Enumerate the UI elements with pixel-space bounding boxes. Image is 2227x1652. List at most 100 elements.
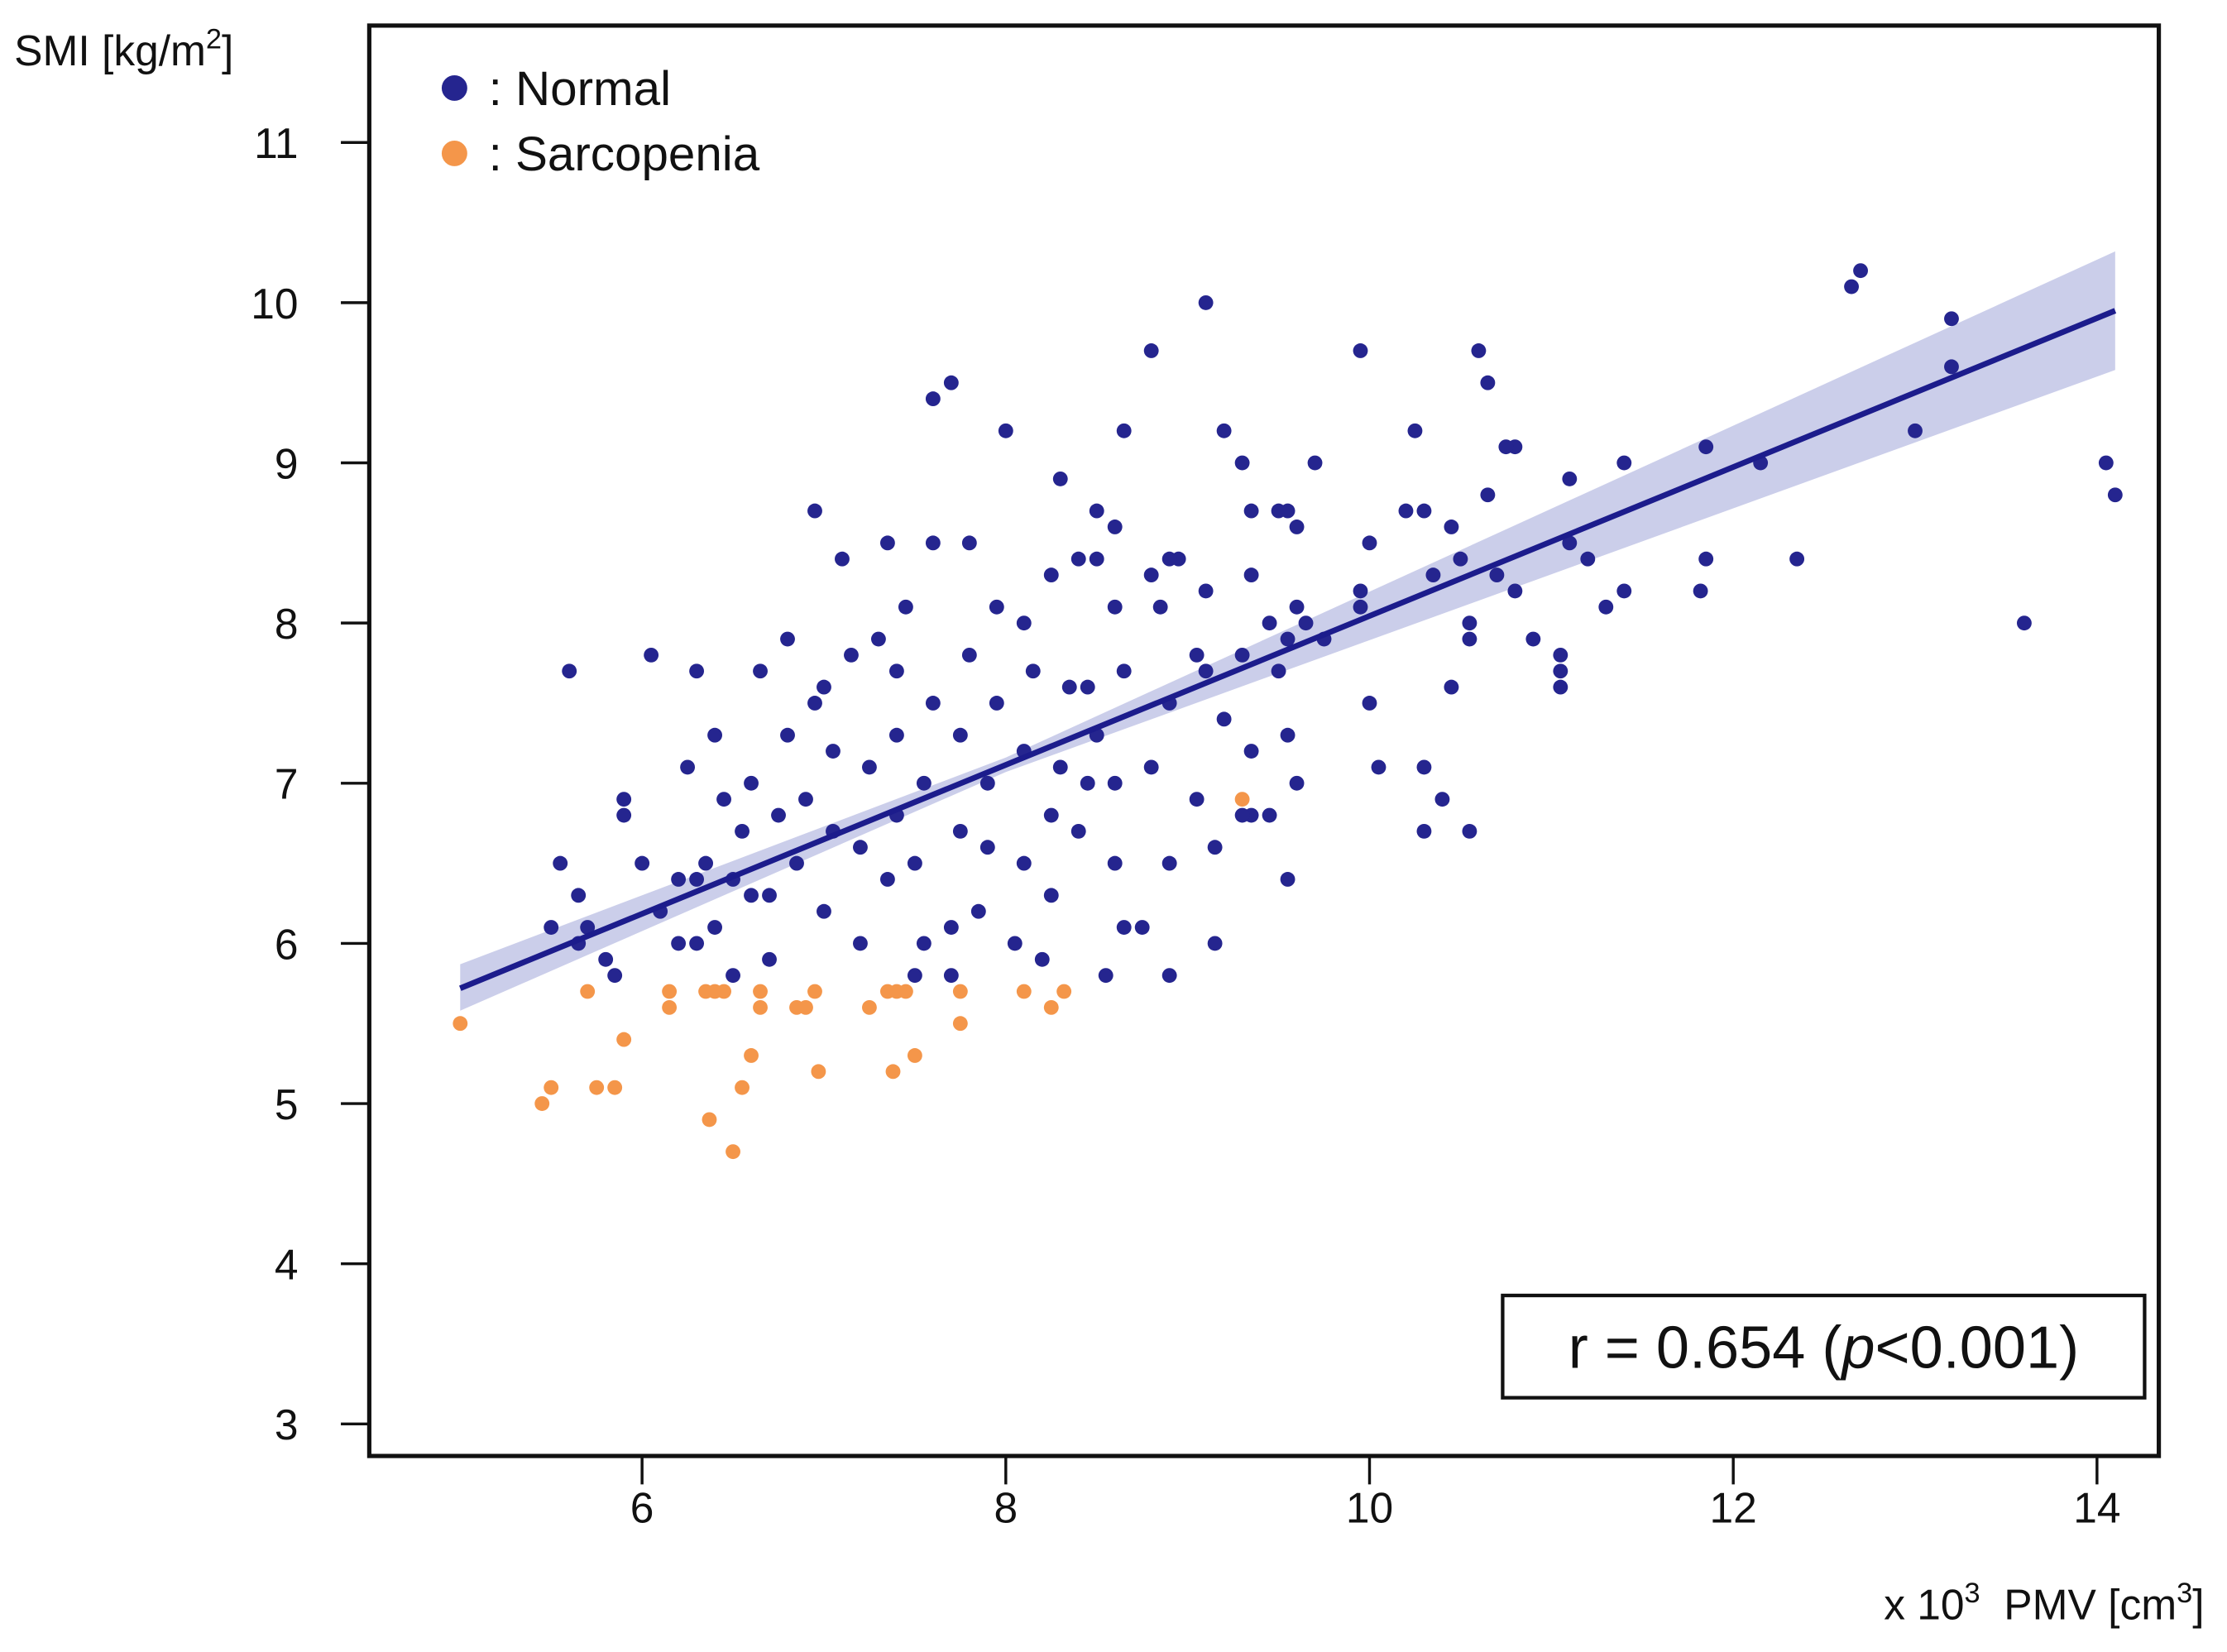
point (726, 1144, 740, 1160)
point (562, 663, 577, 679)
point (762, 888, 777, 903)
point (1562, 471, 1578, 486)
point (844, 647, 859, 663)
point (811, 1064, 826, 1080)
point (1434, 792, 1450, 807)
point (1498, 439, 1514, 455)
point (998, 423, 1013, 438)
point (817, 903, 831, 919)
point (1043, 567, 1059, 582)
legend-marker (441, 75, 467, 101)
point (1944, 359, 1959, 375)
y-tick-label: 8 (275, 600, 299, 648)
point (1070, 823, 1086, 839)
point (571, 888, 587, 903)
point (616, 792, 632, 807)
point (616, 807, 632, 823)
point (1198, 294, 1214, 310)
point (1116, 920, 1132, 935)
point (1016, 855, 1032, 871)
x-axis-label-text: PMV [cm (1980, 1581, 2177, 1629)
point (689, 872, 705, 887)
point (680, 759, 696, 775)
point (1143, 343, 1159, 358)
y-axis-label-text: SMI [kg/m (14, 26, 206, 74)
point (907, 855, 922, 871)
point (1407, 423, 1423, 438)
point (952, 984, 968, 999)
point (580, 920, 596, 935)
point (744, 888, 759, 903)
point (888, 663, 904, 679)
point (1089, 551, 1104, 567)
point (1052, 471, 1068, 486)
point (952, 1016, 968, 1032)
legend-marker (441, 140, 467, 166)
point (907, 968, 922, 984)
point (1553, 663, 1568, 679)
point (1553, 679, 1568, 695)
point (744, 1048, 759, 1063)
point (753, 999, 768, 1015)
point (1107, 855, 1123, 871)
point (553, 855, 568, 871)
point (1056, 984, 1072, 999)
point (1016, 984, 1032, 999)
point (1289, 775, 1305, 791)
point (1080, 775, 1095, 791)
point (826, 744, 841, 759)
point (1371, 759, 1386, 775)
point (1698, 551, 1714, 567)
point (1562, 535, 1578, 551)
point (885, 1064, 901, 1080)
point (580, 984, 596, 999)
point (943, 375, 959, 390)
point (879, 535, 895, 551)
point (607, 1080, 623, 1095)
point (1116, 663, 1132, 679)
point (1353, 583, 1368, 599)
point (1061, 679, 1077, 695)
point (1525, 631, 1541, 647)
point (771, 807, 786, 823)
point (1362, 696, 1377, 711)
point (1107, 775, 1123, 791)
point (780, 727, 795, 743)
point (1280, 727, 1295, 743)
point (662, 984, 678, 999)
point (1425, 567, 1441, 582)
point (916, 936, 932, 951)
point (607, 968, 623, 984)
point (798, 792, 813, 807)
point (707, 920, 722, 935)
point (1693, 583, 1708, 599)
point (1553, 647, 1568, 663)
point (716, 984, 731, 999)
point (1016, 615, 1032, 631)
y-axis-label-end: ] (222, 26, 233, 74)
y-tick-label: 6 (275, 920, 299, 968)
point (1580, 551, 1596, 567)
point (925, 391, 941, 406)
point (1262, 615, 1277, 631)
point (1189, 792, 1204, 807)
point (1070, 551, 1086, 567)
point (952, 823, 968, 839)
regression-line (458, 308, 2117, 991)
x-tick-label: 6 (630, 1484, 654, 1532)
point (1698, 439, 1714, 455)
x-axis-label-end: ] (2192, 1581, 2204, 1629)
point (1007, 936, 1023, 951)
point (453, 1016, 468, 1032)
point (1298, 615, 1314, 631)
point (1262, 807, 1277, 823)
point (916, 775, 932, 791)
point (534, 1096, 550, 1111)
y-tick-label: 4 (275, 1241, 299, 1289)
point (1043, 999, 1059, 1015)
point (1043, 888, 1059, 903)
point (961, 535, 977, 551)
point (1198, 583, 1214, 599)
